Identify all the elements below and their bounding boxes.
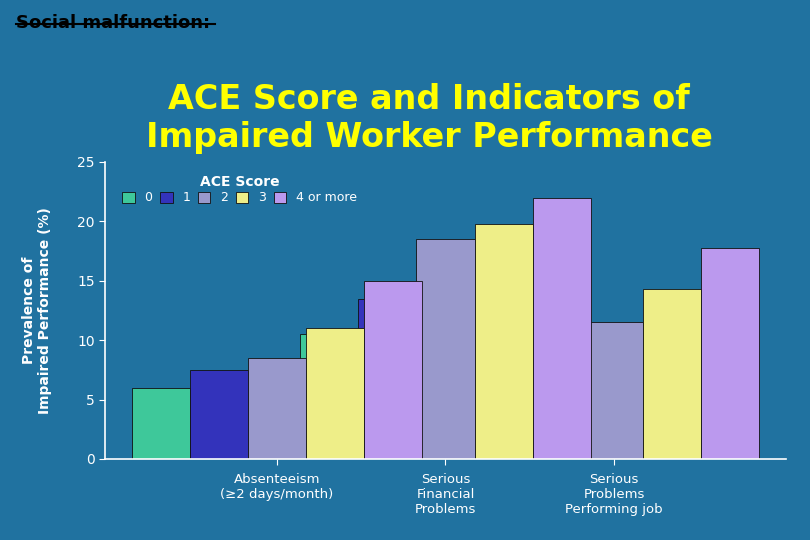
Bar	[364, 281, 422, 459]
Bar	[643, 289, 701, 459]
Bar	[301, 334, 359, 459]
Bar	[190, 370, 248, 459]
Bar	[132, 388, 190, 459]
Bar	[469, 386, 527, 459]
Bar	[248, 358, 305, 459]
Bar	[305, 328, 364, 459]
Bar	[532, 198, 590, 459]
Text: Social malfunction:: Social malfunction:	[16, 14, 211, 31]
Bar	[527, 344, 586, 459]
Bar	[475, 224, 532, 459]
Bar	[416, 239, 475, 459]
Bar	[586, 322, 643, 459]
Text: ACE Score and Indicators of
Impaired Worker Performance: ACE Score and Indicators of Impaired Wor…	[146, 83, 713, 154]
Text: Prevalence of
Impaired Performance (%): Prevalence of Impaired Performance (%)	[22, 207, 53, 414]
Bar	[359, 299, 416, 459]
Legend: 0, 1, 2, 3, 4 or more: 0, 1, 2, 3, 4 or more	[118, 171, 361, 208]
Bar	[701, 247, 759, 459]
